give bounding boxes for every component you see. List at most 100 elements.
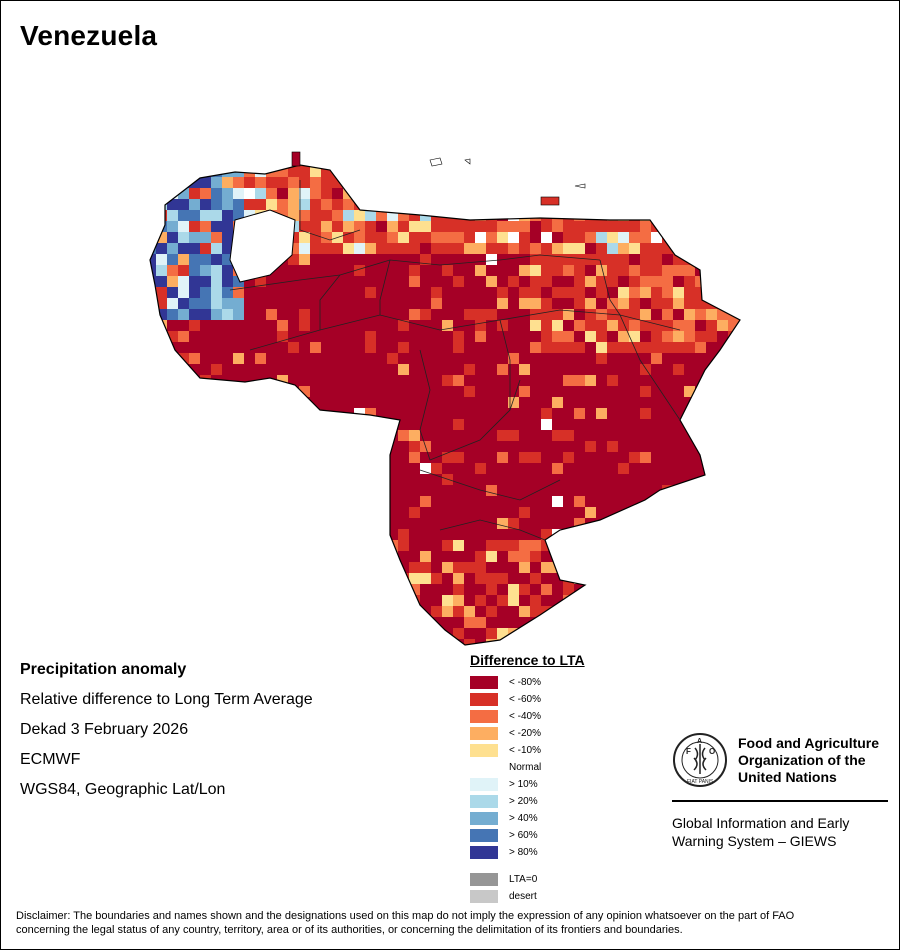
grid-cell (519, 375, 531, 387)
grid-cell (519, 287, 531, 299)
grid-cell (288, 463, 300, 475)
grid-cell (563, 584, 575, 596)
grid-cell (178, 408, 190, 420)
grid-cell (387, 386, 399, 398)
grid-cell (563, 342, 575, 354)
grid-cell (200, 386, 212, 398)
grid-cell (695, 507, 707, 519)
grid-cell (321, 364, 333, 376)
grid-cell (244, 562, 256, 574)
grid-cell (717, 232, 729, 244)
grid-cell (662, 287, 674, 299)
grid-cell (596, 177, 608, 189)
grid-cell (662, 254, 674, 266)
grid-cell (354, 507, 366, 519)
grid-cell (530, 595, 542, 607)
grid-cell (420, 375, 432, 387)
grid-cell (167, 177, 179, 189)
grid-cell (739, 452, 740, 464)
grid-cell (695, 397, 707, 409)
grid-cell (211, 496, 223, 508)
grid-cell (167, 375, 179, 387)
grid-cell (541, 617, 553, 629)
grid-cell (310, 584, 322, 596)
grid-cell (475, 165, 487, 167)
grid-cell (332, 419, 344, 431)
grid-cell (530, 265, 542, 277)
grid-cell (684, 166, 696, 178)
grid-cell (266, 408, 278, 420)
grid-cell (530, 463, 542, 475)
grid-cell (310, 276, 322, 288)
state-boundaries (229, 180, 681, 541)
grid-cell (717, 551, 729, 563)
grid-cell (651, 166, 663, 178)
grid-cell (684, 529, 696, 541)
grid-cell (706, 430, 718, 442)
grid-cell (222, 353, 234, 365)
grid-cell (156, 166, 168, 178)
grid-cell (563, 199, 575, 211)
grid-cell (150, 529, 157, 541)
grid-cell (508, 309, 520, 321)
grid-cell (178, 188, 190, 200)
grid-cell (684, 243, 696, 255)
grid-cell (706, 265, 718, 277)
grid-cell (376, 210, 388, 222)
grid-cell (442, 265, 454, 277)
grid-cell (277, 441, 289, 453)
grid-cell (673, 584, 685, 596)
grid-cell (222, 177, 234, 189)
grid-cell (596, 639, 608, 645)
grid-cell (431, 474, 443, 486)
grid-cell (706, 496, 718, 508)
grid-cell (321, 309, 333, 321)
giews-name: Global Information and Early Warning Sys… (672, 814, 888, 850)
grid-cell (640, 518, 652, 530)
grid-cell (486, 309, 498, 321)
grid-cell (376, 540, 388, 552)
grid-cell (376, 595, 388, 607)
grid-cell (255, 463, 267, 475)
grid-cell (156, 584, 168, 596)
grid-cell (244, 188, 256, 200)
grid-cell (640, 375, 652, 387)
grid-cell (453, 617, 465, 629)
grid-cell (376, 639, 388, 645)
grid-cell (409, 331, 421, 343)
grid-cell (266, 617, 278, 629)
grid-cell (420, 419, 432, 431)
grid-cell (552, 606, 564, 618)
grid-cell (541, 518, 553, 530)
grid-cell (552, 496, 564, 508)
grid-cell (717, 287, 729, 299)
grid-cell (508, 232, 520, 244)
grid-cell (150, 199, 157, 211)
grid-cell (244, 639, 256, 645)
grid-cell (156, 353, 168, 365)
grid-cell (167, 562, 179, 574)
grid-cell (156, 419, 168, 431)
grid-cell (519, 254, 531, 266)
grid-cell (552, 166, 564, 178)
grid-cell (728, 188, 740, 200)
grid-cell (596, 232, 608, 244)
grid-cell (519, 562, 531, 574)
grid-cell (475, 353, 487, 365)
grid-cell (255, 419, 267, 431)
grid-cell (728, 518, 740, 530)
grid-cell (563, 386, 575, 398)
grid-cell (409, 518, 421, 530)
grid-cell (233, 441, 245, 453)
legend-swatch (470, 890, 498, 903)
grid-cell (277, 551, 289, 563)
grid-cell (596, 540, 608, 552)
grid-cell (167, 243, 179, 255)
grid-cell (277, 320, 289, 332)
grid-cell (552, 265, 564, 277)
legend-label: LTA=0 (509, 874, 538, 885)
grid-cell (607, 529, 619, 541)
grid-cell (574, 639, 586, 645)
grid-cell (398, 430, 410, 442)
grid-cell (310, 210, 322, 222)
